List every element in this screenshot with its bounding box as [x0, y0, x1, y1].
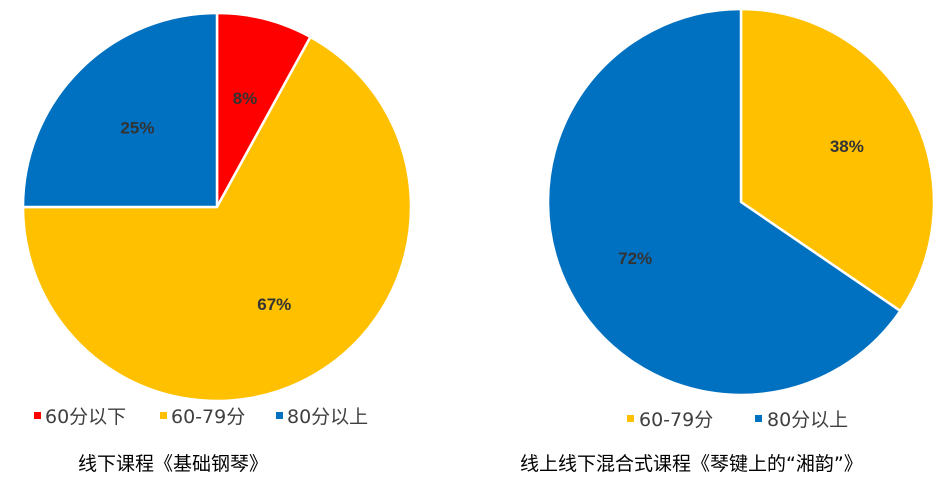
legend-swatch-60-79 — [627, 415, 634, 422]
slice-label-80-plus: 25% — [120, 118, 154, 137]
slice-label-60-79: 67% — [257, 295, 291, 314]
pie-slice-60-79 — [739, 7, 936, 313]
pie-slice-below-60 — [215, 11, 312, 209]
pie-slice-80-plus — [21, 11, 219, 209]
legend-swatch-80-plus — [755, 415, 762, 422]
legend-swatch-80-plus — [276, 412, 283, 419]
legend-swatch-below-60 — [34, 412, 41, 419]
legend-label-60-79: 60-79分 — [171, 406, 245, 428]
pie-chart-blended-course: 38% 72% — [546, 7, 936, 397]
legend-label-below-60: 60分以下 — [45, 406, 126, 428]
pie-slice-80-plus — [546, 7, 902, 397]
caption-blended-course: 线上线下混合式课程《琴键上的“湘韵”》 — [520, 453, 863, 475]
legend-label-80-plus: 80分以上 — [287, 406, 368, 428]
slice-label-below-60: 8% — [233, 89, 258, 108]
caption-offline-course: 线下课程《基础钢琴》 — [78, 453, 268, 475]
slice-label-80-plus: 72% — [618, 249, 652, 268]
legend-offline-course: 60分以下 60-79分 80分以上 — [34, 406, 368, 428]
legend-label-80-plus: 80分以上 — [767, 409, 848, 431]
pie-chart-offline-course: 8% 67% 25% — [21, 11, 413, 403]
legend-label-60-79: 60-79分 — [639, 409, 713, 431]
slice-label-60-79: 38% — [830, 137, 864, 156]
legend-swatch-60-79 — [160, 412, 167, 419]
legend-blended-course: 60-79分 80分以上 — [627, 409, 848, 431]
pie-slice-60-79 — [21, 35, 413, 403]
